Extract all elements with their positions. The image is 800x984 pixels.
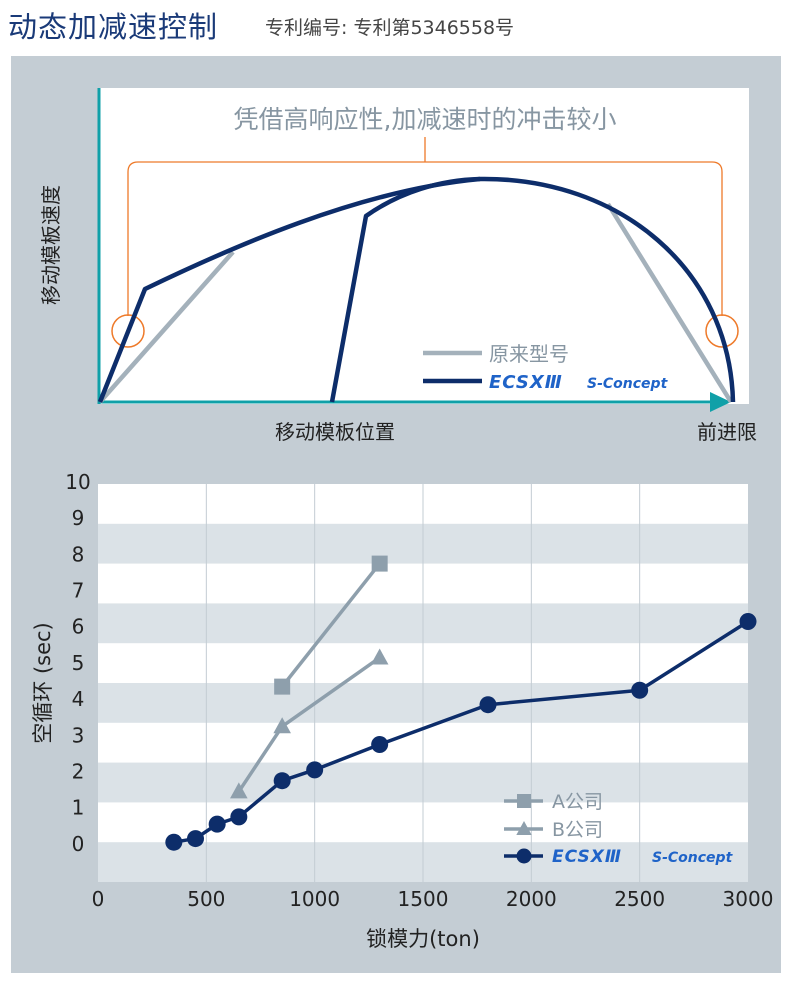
- chart2-point-2: [631, 681, 649, 699]
- chart2-x-tick-label: 1000: [289, 887, 340, 911]
- chart2-point-2: [479, 696, 497, 714]
- chart2-y-tick-label: 4: [72, 687, 85, 711]
- chart2-x-tick-label: 0: [92, 887, 105, 911]
- chart2-y-tick-label: 10: [65, 470, 90, 494]
- page-header: 动态加减速控制 专利编号: 专利第5346558号: [0, 0, 800, 52]
- chart2-x-axis-label: 锁模力(ton): [366, 927, 480, 951]
- chart1-x-axis-label: 移动模板位置: [275, 420, 395, 444]
- chart2-x-tick-label: 2000: [506, 887, 557, 911]
- chart2-legend-swatch-marker: [516, 821, 532, 835]
- chart2-point-0: [371, 555, 388, 572]
- chart2-x-tick-label: 1500: [398, 887, 449, 911]
- chart2-y-tick-label: 8: [72, 542, 85, 566]
- chart2-point-2: [208, 815, 226, 833]
- chart2-point-2: [187, 830, 204, 848]
- chart2-y-tick-label: 2: [72, 759, 85, 783]
- chart2-x-tick-label: 2500: [614, 887, 665, 911]
- chart2-legend-label: B公司: [552, 819, 603, 841]
- chart2-y-tick-label: 9: [72, 506, 85, 530]
- chart2-legend-label: A公司: [552, 791, 603, 813]
- chart2-point-2: [371, 736, 389, 754]
- chart2-point-2: [739, 612, 757, 630]
- chart2-y-tick-label: 5: [72, 651, 85, 675]
- chart2-x-tick-label: 3000: [723, 887, 774, 911]
- chart1-legend-label-ecsx: S-Concept: [587, 376, 669, 392]
- chart2-point-1: [273, 717, 291, 734]
- series-conventional-line: [98, 202, 733, 404]
- chart2-y-tick-label: 3: [72, 723, 85, 747]
- chart1-annotation: 凭借高响应性,加减速时的冲击较小: [234, 105, 617, 134]
- impact-circle-right: [705, 314, 739, 348]
- chart2-y-tick-label: 0: [72, 832, 85, 856]
- page-title: 动态加减速控制: [8, 10, 219, 44]
- chart2-x-tick-label: 500: [187, 887, 225, 911]
- chart2-legend-swatch-marker: [517, 794, 531, 808]
- chart2-legend-swatch-marker: [516, 848, 532, 864]
- chart2-y-axis-label: 空循环 (sec): [31, 622, 55, 743]
- chart2-legend-logo: ECSXⅢ: [552, 847, 622, 867]
- chart2-point-1: [370, 648, 389, 665]
- chart1-legend-label-conventional: 原来型号: [489, 342, 569, 366]
- chart1-x-axis-arrow: [710, 392, 731, 412]
- patent-number: 专利编号: 专利第5346558号: [265, 17, 515, 39]
- chart2-point-0: [274, 678, 291, 695]
- chart1-y-axis-label: 移动模板速度: [39, 185, 63, 305]
- chart2-series-line-0: [280, 562, 382, 688]
- velocity-profile-chart: 凭借高响应性,加减速时的冲击较小 原来型号 ECSXⅢ S-Concept 移动…: [39, 88, 757, 444]
- impact-circle-left: [111, 314, 145, 348]
- chart1-legend: 原来型号 ECSXⅢ S-Concept: [423, 342, 669, 393]
- chart2-y-tick-label: 7: [72, 579, 85, 603]
- chart2-point-2: [165, 833, 183, 851]
- chart2-y-tick-label: 1: [72, 796, 85, 820]
- chart2-point-2: [273, 772, 291, 790]
- chart2-point-2: [230, 808, 248, 826]
- chart2-point-1: [230, 782, 248, 799]
- chart2-point-2: [306, 761, 324, 779]
- chart1-x-end-label: 前进限: [697, 420, 757, 444]
- series-ecsx-deceleration-arc: [329, 176, 736, 403]
- chart2-legend-label: S-Concept: [652, 850, 734, 866]
- chart2-series-line-2: [173, 620, 749, 844]
- chart2-y-tick-label: 6: [72, 615, 85, 639]
- chart1-legend-logo-ecsx: ECSXⅢ: [489, 372, 563, 393]
